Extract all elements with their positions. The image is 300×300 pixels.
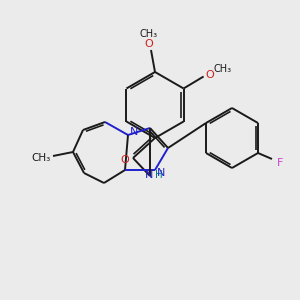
Text: N: N — [130, 127, 138, 137]
Text: F: F — [277, 158, 283, 168]
Text: O: O — [205, 70, 214, 80]
Text: CH₃: CH₃ — [140, 29, 158, 39]
Text: CH₃: CH₃ — [214, 64, 232, 74]
Text: N: N — [145, 170, 153, 180]
Text: CH₃: CH₃ — [32, 153, 51, 163]
Text: H: H — [155, 170, 163, 180]
Text: O: O — [145, 39, 153, 49]
Text: N: N — [157, 168, 165, 178]
Text: O: O — [121, 155, 129, 165]
